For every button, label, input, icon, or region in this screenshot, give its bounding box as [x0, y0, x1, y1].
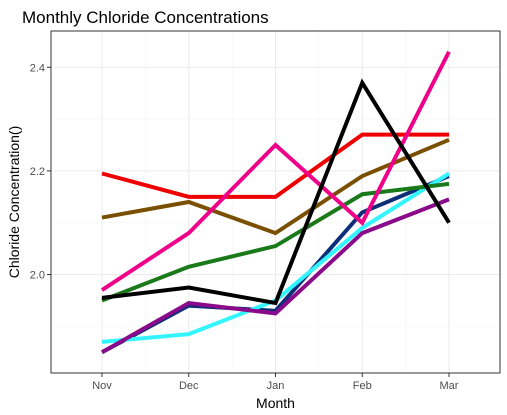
x-axis-title: Month: [256, 395, 295, 411]
x-tick-label: Feb: [353, 380, 372, 392]
chart-title: Monthly Chloride Concentrations: [22, 8, 269, 27]
x-tick-label: Jan: [267, 380, 285, 392]
y-tick-label: 2.2: [30, 166, 45, 178]
series-line-8: [101, 78, 451, 306]
series-line-7: [100, 50, 451, 292]
series-line-6: [101, 132, 449, 199]
y-tick-label: 2.4: [30, 62, 45, 74]
x-tick-label: Mar: [440, 380, 459, 392]
x-axis: Nov Dec Jan Feb Mar: [92, 373, 459, 392]
series-line-4: [101, 181, 450, 303]
y-axis: 2.0 2.2 2.4: [30, 62, 51, 282]
x-tick-label: Nov: [92, 380, 112, 392]
series-layer: [100, 50, 451, 355]
series-line-5: [101, 197, 450, 355]
y-tick-label: 2.0: [30, 270, 45, 282]
x-tick-label: Dec: [179, 380, 199, 392]
y-axis-title: Chloride Concentration(): [6, 126, 22, 279]
